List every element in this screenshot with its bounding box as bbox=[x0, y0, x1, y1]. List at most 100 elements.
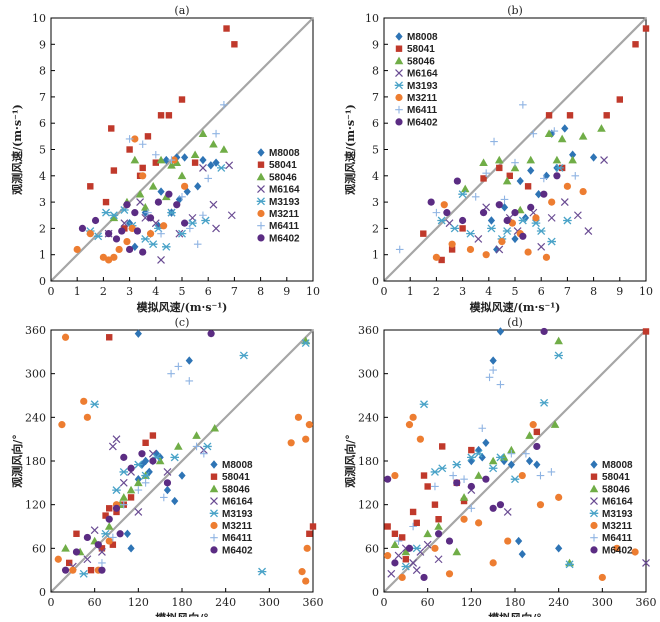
y-tick-label: 360 bbox=[358, 324, 379, 337]
legend-entry: 58046 bbox=[222, 484, 250, 495]
data-point bbox=[394, 537, 403, 545]
data-point bbox=[487, 216, 496, 225]
data-point bbox=[104, 522, 114, 530]
data-point bbox=[101, 529, 110, 538]
data-point bbox=[510, 475, 520, 484]
legend-entry: M6164 bbox=[269, 185, 300, 196]
data-point bbox=[83, 533, 91, 542]
data-point bbox=[119, 478, 128, 487]
y-tick-label: 0 bbox=[372, 586, 379, 599]
legend-marker bbox=[590, 473, 598, 480]
x-tick-label: 360 bbox=[636, 596, 657, 609]
data-point bbox=[537, 242, 546, 251]
x-tick-label: 0 bbox=[381, 285, 388, 298]
data-point bbox=[525, 456, 534, 466]
series-M6411 bbox=[394, 366, 556, 545]
data-point bbox=[434, 555, 443, 564]
data-point bbox=[579, 187, 587, 196]
y-tick-label: 120 bbox=[25, 499, 46, 512]
data-point bbox=[119, 500, 128, 509]
data-point bbox=[61, 333, 70, 341]
series-58041 bbox=[420, 25, 650, 264]
data-point bbox=[170, 453, 180, 462]
data-point bbox=[387, 569, 396, 578]
data-point bbox=[459, 216, 467, 225]
y-tick-label: 9 bbox=[39, 38, 46, 51]
data-point bbox=[199, 155, 207, 165]
legend-entry: M6411 bbox=[269, 221, 299, 232]
data-point bbox=[401, 562, 411, 571]
data-point bbox=[391, 471, 399, 480]
legend-entry: M6164 bbox=[222, 497, 253, 508]
series-M6164 bbox=[68, 435, 208, 571]
y-tick-label: 7 bbox=[372, 91, 379, 104]
data-point bbox=[450, 224, 460, 233]
legend-marker bbox=[210, 460, 218, 469]
data-point bbox=[459, 225, 466, 232]
data-point bbox=[460, 475, 468, 483]
legend-marker bbox=[257, 148, 265, 157]
data-point bbox=[163, 479, 172, 487]
data-point bbox=[409, 413, 417, 421]
data-point bbox=[146, 230, 155, 238]
data-point bbox=[529, 421, 537, 429]
data-point bbox=[141, 479, 150, 487]
data-point bbox=[152, 150, 160, 159]
data-point bbox=[460, 515, 468, 523]
data-point bbox=[91, 216, 100, 225]
x-tick-label: 3 bbox=[126, 285, 133, 298]
legend-entry: M3193 bbox=[602, 509, 633, 520]
data-point bbox=[482, 438, 490, 448]
data-point bbox=[98, 545, 106, 552]
data-point bbox=[554, 336, 563, 345]
series-M6402 bbox=[384, 327, 548, 582]
data-point bbox=[190, 150, 200, 159]
data-point bbox=[439, 443, 446, 450]
series-58041 bbox=[65, 334, 317, 574]
data-point bbox=[548, 129, 556, 138]
data-point bbox=[431, 501, 439, 508]
data-point bbox=[123, 201, 131, 209]
data-point bbox=[78, 224, 87, 232]
data-point bbox=[151, 219, 160, 228]
data-point bbox=[121, 225, 128, 232]
data-point bbox=[532, 214, 540, 222]
x-tick-label: 5 bbox=[179, 285, 186, 298]
data-point bbox=[540, 327, 548, 336]
legend-entry: M6164 bbox=[407, 69, 438, 80]
data-point bbox=[157, 187, 165, 196]
data-point bbox=[193, 240, 202, 248]
data-point bbox=[519, 232, 527, 240]
data-point bbox=[398, 534, 406, 541]
data-point bbox=[452, 460, 462, 469]
legend-marker bbox=[395, 32, 403, 41]
data-point bbox=[482, 169, 490, 177]
legend-entry: M6164 bbox=[602, 497, 633, 508]
scatter-panel-2: 0 60 120 180 240 300 360 0 60 120 180 240 300 360 (c) 模… bbox=[10, 316, 324, 622]
x-axis-label: 模拟风向/° bbox=[488, 611, 542, 617]
data-point bbox=[144, 133, 152, 140]
legend-marker bbox=[209, 484, 219, 493]
data-point bbox=[496, 453, 505, 462]
data-point bbox=[177, 229, 187, 238]
data-point bbox=[631, 548, 639, 556]
data-point bbox=[86, 230, 94, 238]
data-point bbox=[568, 155, 577, 164]
legend-marker bbox=[210, 521, 218, 530]
data-point bbox=[142, 456, 150, 466]
y-tick-label: 300 bbox=[358, 368, 379, 381]
data-point bbox=[160, 222, 168, 230]
x-tick-label: 8 bbox=[590, 285, 597, 298]
series-M3193 bbox=[79, 339, 311, 578]
data-point bbox=[560, 198, 569, 207]
data-point bbox=[479, 209, 488, 217]
data-point bbox=[134, 478, 143, 487]
data-point bbox=[223, 25, 230, 32]
data-point bbox=[106, 505, 113, 512]
data-point bbox=[90, 400, 99, 409]
data-point bbox=[507, 445, 516, 454]
data-point bbox=[149, 432, 157, 439]
series-M6402 bbox=[78, 190, 189, 256]
data-point bbox=[544, 129, 554, 138]
